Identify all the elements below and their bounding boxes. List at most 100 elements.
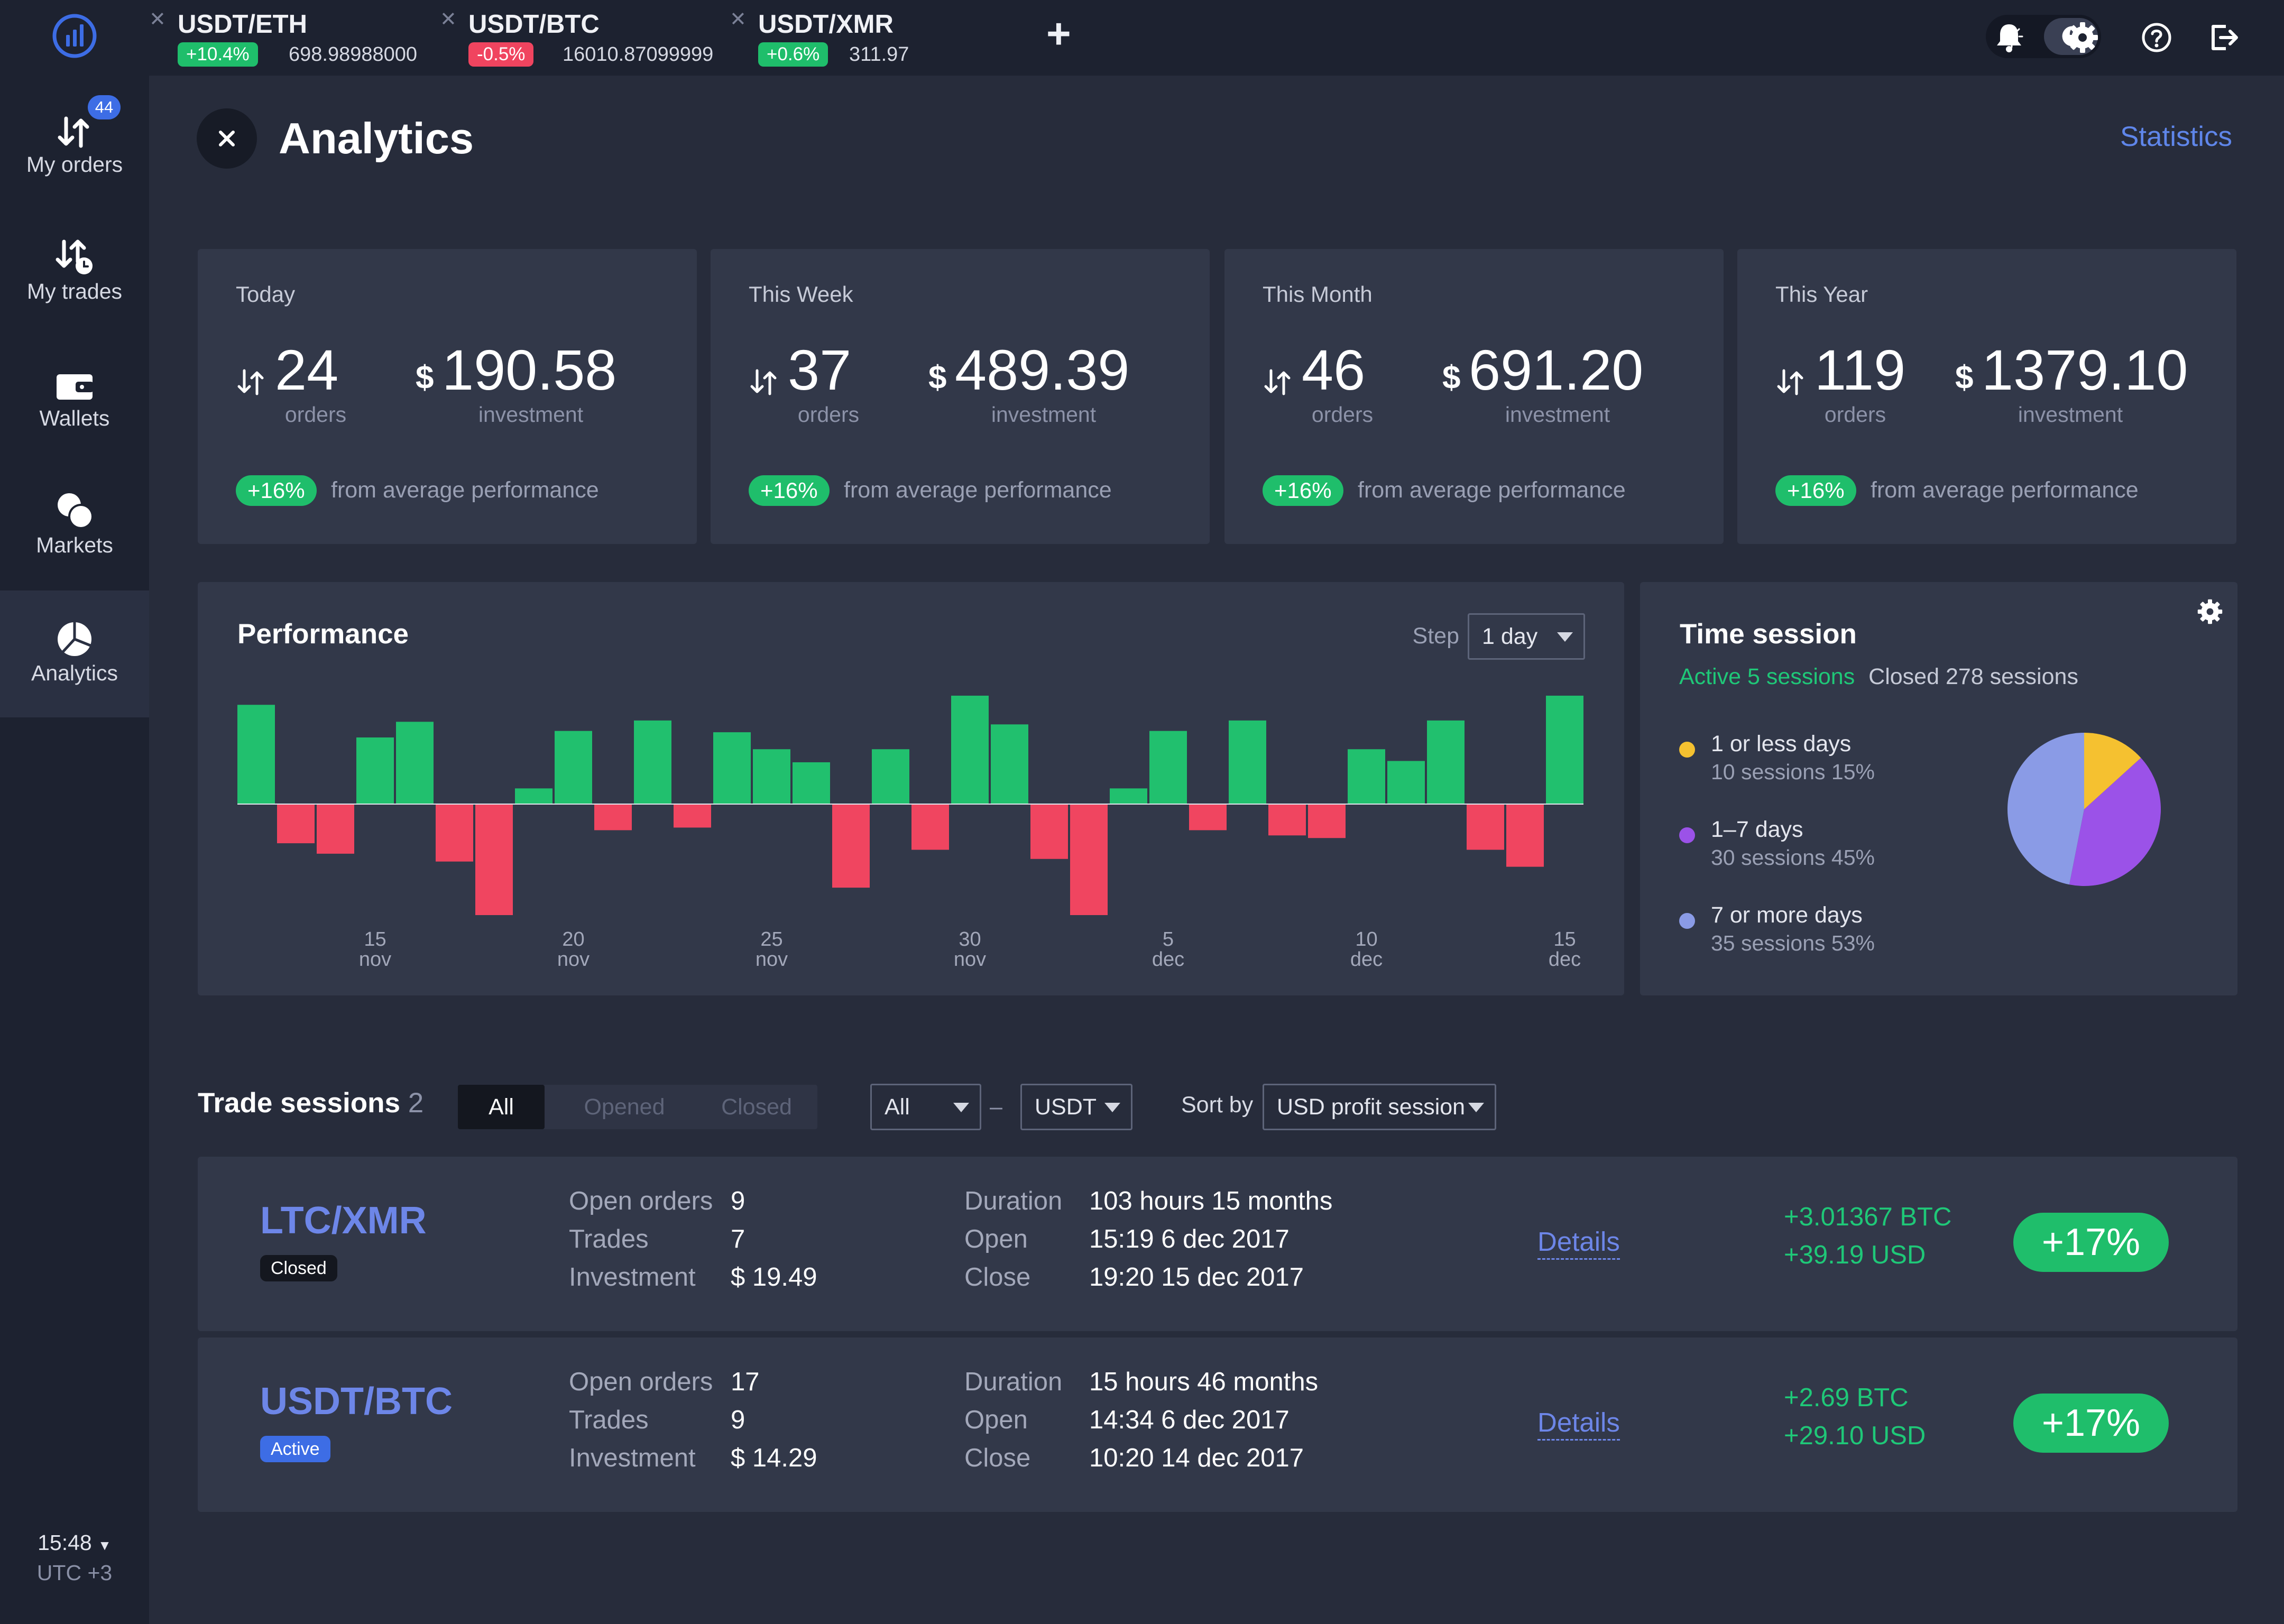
page-title: Analytics [279,114,474,163]
performance-bar [1149,731,1187,804]
currency-symbol: $ [1955,359,1974,396]
open-orders-label: Open orders [569,1187,713,1215]
performance-note: from average performance [1358,477,1626,503]
details-link[interactable]: Details [1537,1225,1620,1260]
orders-count-badge: 44 [88,95,121,119]
ticker-price: 16010.87099999 [563,43,714,66]
sidebar-item-label: My trades [27,279,122,303]
profit-btc: +2.69 BTC [1784,1383,1909,1412]
close-time-label: Close [964,1263,1031,1291]
performance-bar [991,724,1028,804]
x-tick-day: 15 [364,928,386,951]
sidebar-item-markets[interactable]: Markets [0,465,149,592]
open-time-label: Open [964,1406,1028,1434]
orders-label: orders [1824,402,1886,427]
x-tick-day: 10 [1355,928,1377,951]
performance-bar [951,695,989,804]
close-icon[interactable]: ✕ [440,8,457,31]
logo-icon[interactable] [50,12,99,60]
performance-bar [277,804,315,844]
session-row[interactable]: LTC/XMR Closed Open orders 9 Trades 7 In… [198,1157,2237,1331]
sidebar-item-wallets[interactable]: Wallets [0,338,149,465]
duration-label: Duration [964,1187,1063,1215]
sidebar-item-analytics[interactable]: Analytics [0,590,149,717]
clock-timezone: UTC +3 [36,1561,113,1585]
type-filter-dropdown[interactable]: All [870,1084,981,1130]
open-orders-value: 9 [731,1187,745,1215]
x-tick-month: nov [359,948,391,971]
currency-symbol: $ [928,359,947,396]
tab-opened[interactable]: Opened [584,1094,665,1120]
investment-label: investment [2018,402,2123,427]
gear-icon[interactable] [2064,19,2101,56]
performance-bar [237,705,275,804]
performance-bar [793,762,830,804]
close-icon[interactable]: ✕ [730,8,747,31]
tab-all[interactable]: All [458,1085,545,1129]
performance-bar [911,804,949,850]
close-icon[interactable]: ✕ [149,8,166,31]
card-label: Today [236,282,296,307]
trade-sessions-count: 2 [408,1087,424,1119]
tab-closed[interactable]: Closed [721,1094,792,1120]
performance-bar [594,804,632,831]
trade-sessions-title: Trade sessions 2 [198,1087,423,1119]
performance-note: from average performance [844,477,1112,503]
sidebar-item-label: Markets [36,533,113,557]
caret-down-icon [1557,632,1573,642]
sidebar-item-label: Wallets [39,406,110,430]
wallet-icon [57,374,94,400]
close-icon [219,131,235,146]
bell-icon[interactable] [1991,19,2028,56]
profit-percent-badge: +17% [2013,1394,2169,1453]
performance-bar [1229,720,1266,804]
performance-bar [753,749,790,804]
legend-dot [1679,827,1695,843]
exchange-arrows-icon [1777,369,1803,395]
summary-card-today: Today 24 orders $ 190.58 investment +16%… [198,249,697,544]
session-pair: LTC/XMR [260,1199,427,1242]
legend-name: 1 or less days [1711,731,1852,756]
performance-badge: +16% [1775,475,1856,506]
card-label: This Year [1775,282,1868,307]
close-page-button[interactable] [197,108,257,169]
close-time-value: 19:20 15 dec 2017 [1089,1263,1304,1291]
performance-badge: +16% [749,475,830,506]
performance-bar [436,804,473,862]
session-row[interactable]: USDT/BTC Active Open orders 17 Trades 9 … [198,1337,2237,1512]
x-tick-day: 25 [760,928,782,951]
currency-symbol: $ [1442,359,1461,396]
statistics-link[interactable]: Statistics [2120,121,2232,152]
performance-badge: +16% [1263,475,1343,506]
open-time-value: 14:34 6 dec 2017 [1089,1406,1290,1434]
sidebar-item-my-orders[interactable]: 44 My orders [0,85,149,211]
type-filter-value: All [885,1094,910,1120]
orders-count: 24 [275,338,339,402]
panel-title: Time session [1680,619,1857,650]
sidebar-item-label: My orders [26,152,123,177]
open-orders-label: Open orders [569,1368,713,1396]
gear-icon[interactable] [2195,597,2225,626]
session-status-filter: All Opened Closed [458,1085,817,1129]
step-dropdown[interactable]: 1 day [1468,613,1585,660]
details-link[interactable]: Details [1537,1406,1620,1441]
logout-icon[interactable] [2205,19,2242,56]
moon-icon [2062,26,2081,47]
timezone-clock[interactable]: 15:48 ▼ UTC +3 [0,1530,149,1585]
time-session-panel: Time session Active 5 sessions Closed 27… [1640,582,2237,995]
sidebar-item-my-trades[interactable]: My trades [0,211,149,338]
performance-bar [1110,788,1147,804]
orders-count: 46 [1302,338,1366,402]
trades-clock-icon [56,239,93,274]
legend-detail: 10 sessions 15% [1711,760,1875,784]
sort-by-label: Sort by [1181,1092,1254,1118]
pie-slice [2069,758,2161,886]
sort-by-dropdown[interactable]: USD profit session [1263,1084,1496,1130]
filter-separator: – [990,1094,1002,1120]
help-icon[interactable] [2138,19,2175,56]
currency-filter-dropdown[interactable]: USDT [1020,1084,1132,1130]
trade-sessions-label: Trade sessions [198,1087,400,1119]
add-tab-button[interactable]: + [1046,10,1071,57]
coins-icon [58,493,94,529]
legend-name: 1–7 days [1711,817,1803,842]
